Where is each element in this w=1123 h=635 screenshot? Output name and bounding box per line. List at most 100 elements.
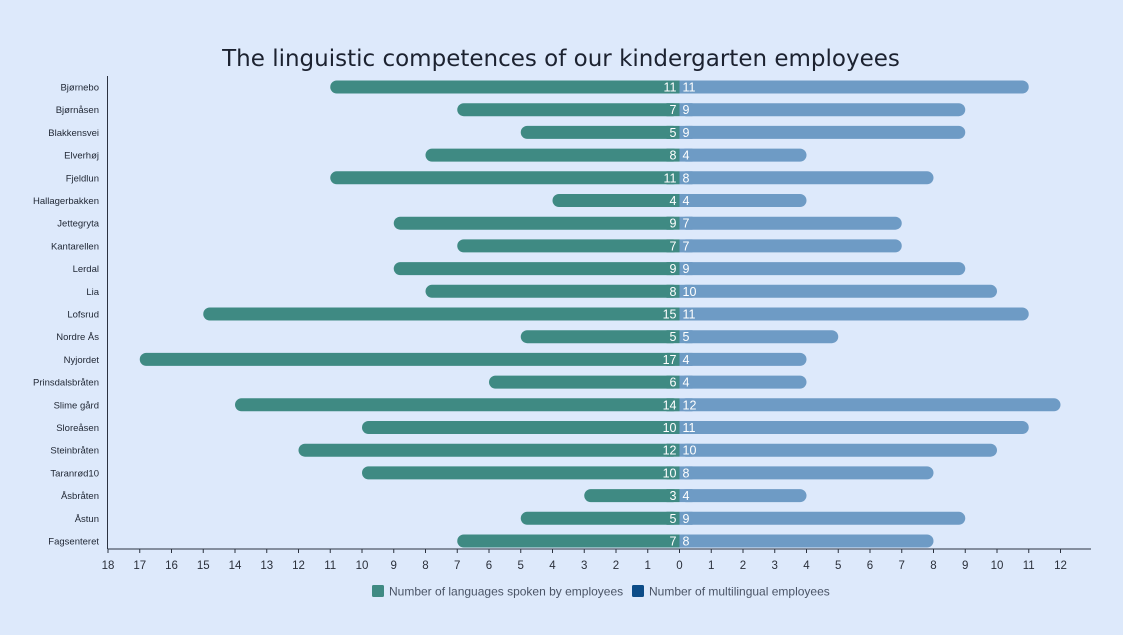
- category-label: Åstun: [75, 514, 99, 525]
- value-label-languages: 11: [664, 81, 677, 95]
- bar-languages: [362, 466, 680, 480]
- category-label: Bjørnebo: [60, 83, 99, 94]
- bar-languages-joint: [666, 171, 680, 185]
- x-tick-label: 7: [899, 560, 905, 572]
- value-label-multilingual: 7: [683, 217, 690, 231]
- bar-multilingual: [679, 216, 902, 230]
- bar-multilingual: [679, 103, 966, 117]
- value-label-multilingual: 4: [683, 376, 690, 390]
- legend-label-multilingual: Number of multilingual employees: [649, 585, 830, 599]
- bar-multilingual: [679, 352, 807, 366]
- value-label-languages: 6: [670, 376, 677, 390]
- bar-multilingual-joint: [679, 534, 693, 548]
- category-label: Steinbråten: [50, 446, 99, 457]
- bar-languages: [362, 421, 680, 434]
- bar-languages-joint: [666, 466, 680, 480]
- bar-multilingual-joint: [679, 375, 693, 389]
- x-tick-label: 15: [197, 560, 210, 572]
- bar-languages: [520, 330, 680, 344]
- bar-languages: [520, 125, 680, 139]
- x-tick-label: 18: [102, 560, 115, 572]
- bar-languages-joint: [666, 307, 680, 321]
- value-label-languages: 8: [670, 149, 677, 163]
- bar-languages-joint: [666, 511, 680, 525]
- x-tick-label: 11: [324, 560, 336, 572]
- x-tick-label: 6: [867, 560, 873, 572]
- bar-languages: [425, 148, 680, 162]
- bar-multilingual-joint: [679, 284, 693, 298]
- x-tick-label: 13: [260, 560, 273, 572]
- bar-languages: [330, 171, 680, 185]
- value-label-languages: 9: [670, 262, 677, 276]
- value-label-languages: 5: [670, 512, 677, 526]
- bar-multilingual: [679, 398, 1061, 412]
- bar-languages: [457, 534, 680, 548]
- bar-multilingual-joint: [679, 330, 693, 344]
- bar-languages-joint: [666, 103, 680, 117]
- bar-languages-joint: [666, 239, 680, 253]
- category-label: Fjeldlun: [66, 173, 99, 184]
- bar-languages-joint: [666, 330, 680, 344]
- bar-multilingual-joint: [679, 171, 693, 185]
- x-tick-label: 7: [454, 560, 460, 572]
- x-tick-label: 2: [740, 560, 746, 572]
- value-label-multilingual: 8: [683, 466, 690, 480]
- bar-multilingual: [679, 466, 934, 480]
- category-label: Elverhøj: [64, 151, 99, 162]
- bar-multilingual: [679, 125, 966, 139]
- legend-swatch-multilingual: [632, 585, 644, 597]
- bar-multilingual-joint: [679, 421, 693, 434]
- bar-multilingual: [679, 511, 966, 525]
- value-label-multilingual: 9: [683, 126, 690, 140]
- bar-languages: [489, 375, 680, 389]
- chart-title: The linguistic competences of our kinder…: [221, 46, 900, 72]
- x-tick-label: 17: [133, 560, 146, 572]
- category-label: Kantarellen: [51, 241, 99, 252]
- bar-multilingual-joint: [679, 443, 693, 457]
- category-label: Nordre Ås: [56, 332, 99, 343]
- bar-multilingual-joint: [679, 466, 693, 480]
- bar-multilingual: [679, 443, 997, 457]
- bar-languages: [330, 80, 680, 94]
- bar-languages: [203, 307, 680, 321]
- bar-multilingual: [679, 171, 934, 185]
- value-label-multilingual: 8: [683, 171, 690, 185]
- x-tick-label: 3: [581, 560, 587, 572]
- bar-multilingual: [679, 489, 807, 503]
- value-label-languages: 5: [670, 126, 677, 140]
- value-label-languages: 17: [663, 353, 677, 367]
- value-label-multilingual: 11: [683, 308, 696, 322]
- value-label-languages: 3: [670, 489, 677, 503]
- x-tick-label: 4: [549, 560, 556, 572]
- x-tick-label: 3: [772, 560, 778, 572]
- category-label: Fagsenteret: [48, 537, 99, 548]
- bar-languages: [139, 352, 680, 366]
- bar-multilingual-joint: [679, 489, 693, 503]
- value-label-languages: 15: [663, 308, 677, 322]
- value-label-languages: 5: [670, 330, 677, 344]
- value-label-languages: 4: [670, 194, 677, 208]
- bar-multilingual: [679, 307, 1029, 321]
- x-tick-label: 5: [835, 560, 841, 572]
- x-tick-label: 8: [930, 560, 936, 572]
- category-label: Jettegryta: [57, 219, 99, 230]
- x-tick-label: 11: [1023, 560, 1035, 572]
- bar-multilingual-joint: [679, 125, 693, 139]
- value-label-multilingual: 4: [683, 149, 690, 163]
- category-label: Lia: [86, 287, 99, 298]
- bar-multilingual-joint: [679, 262, 693, 276]
- bar-multilingual-joint: [679, 398, 693, 412]
- bar-multilingual-joint: [679, 352, 693, 366]
- bar-languages: [552, 194, 680, 207]
- bar-languages-joint: [666, 375, 680, 389]
- value-label-languages: 14: [663, 398, 677, 412]
- category-label: Lofsrud: [67, 310, 99, 321]
- bar-multilingual: [679, 80, 1029, 94]
- bar-multilingual: [679, 534, 934, 548]
- bar-multilingual-joint: [679, 511, 693, 525]
- value-label-languages: 10: [663, 466, 677, 480]
- value-label-multilingual: 8: [683, 535, 690, 549]
- bar-multilingual: [679, 375, 807, 389]
